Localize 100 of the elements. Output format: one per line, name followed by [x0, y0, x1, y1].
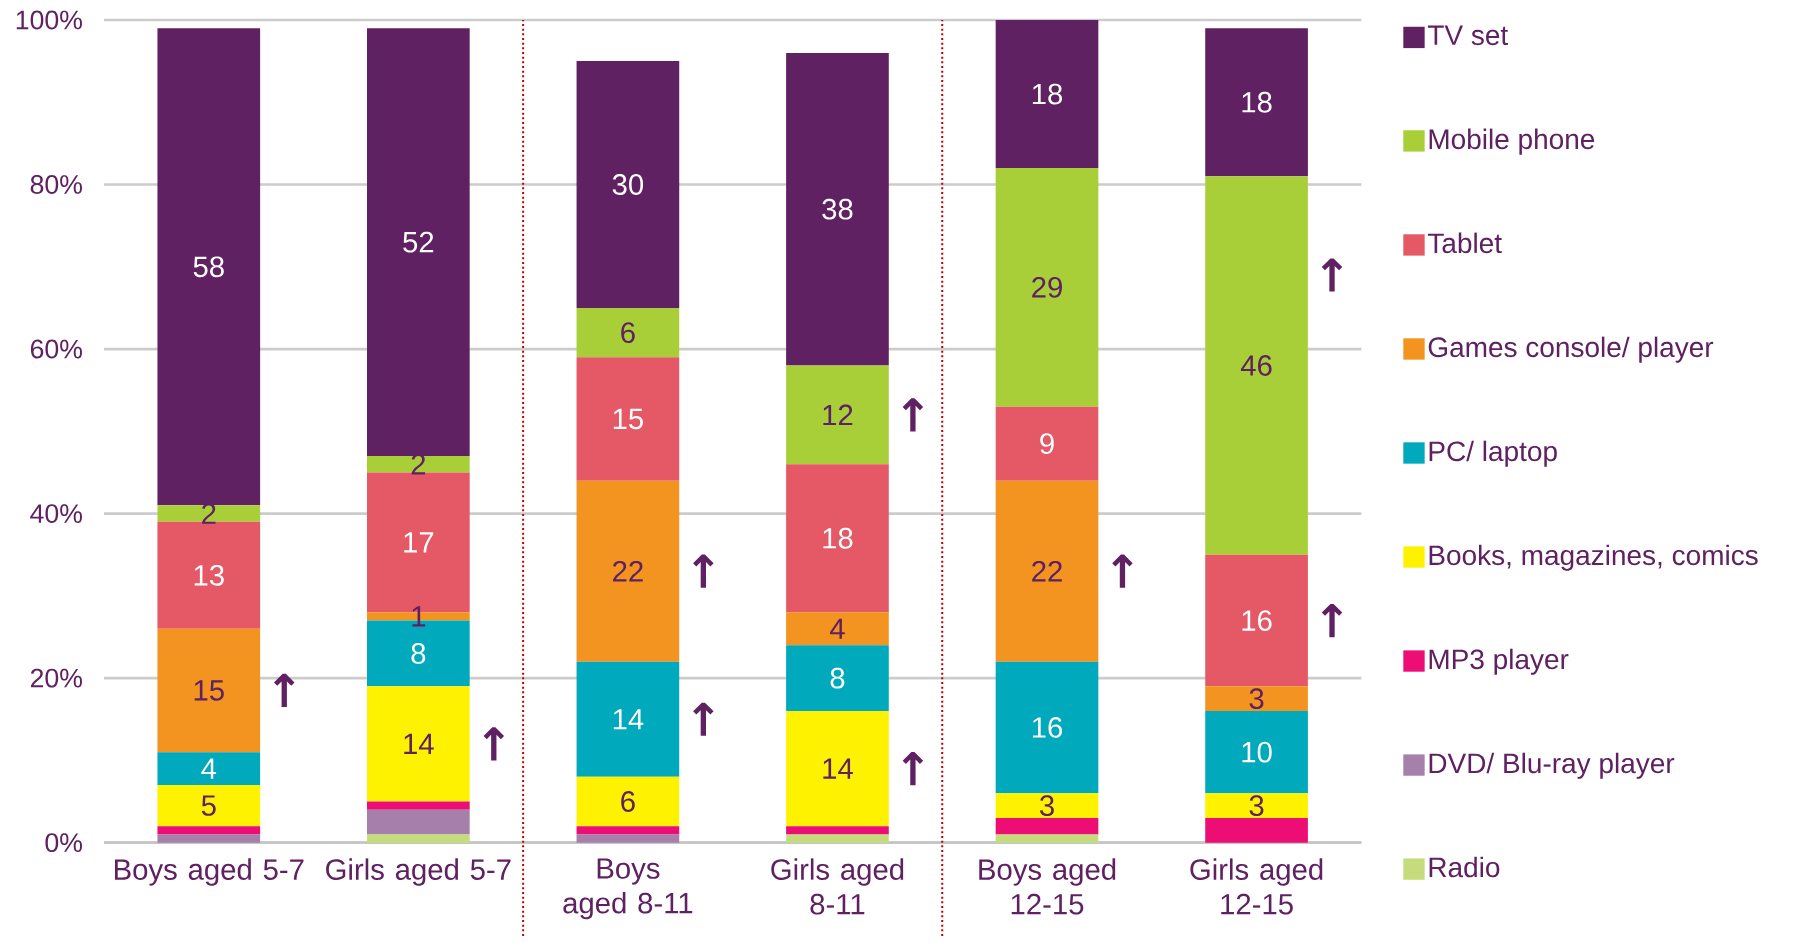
x-tick-label: Boys aged 12-15	[979, 858, 1116, 915]
data-label: 6	[621, 791, 635, 812]
bar	[786, 834, 889, 843]
annotation: ↑	[274, 673, 295, 708]
bar	[367, 801, 470, 810]
legend-label: Games console/ player	[1428, 336, 1714, 363]
data-label: 3	[1039, 795, 1054, 817]
data-label: 58	[193, 256, 224, 278]
data-label: 3	[1249, 795, 1264, 817]
data-label: 13	[194, 564, 224, 586]
bar	[367, 809, 470, 835]
data-label: 15	[194, 680, 224, 701]
bar	[367, 686, 470, 802]
data-label: 10	[1242, 741, 1272, 763]
annotation: ↑	[902, 752, 924, 786]
y-tick-label: 100%	[16, 10, 82, 30]
y-tick-label: 80%	[30, 175, 82, 194]
annotation: ↑	[902, 398, 924, 432]
x-tick-label: Girls aged 12-15	[1190, 858, 1323, 915]
bar	[786, 365, 889, 465]
annotation: ↑	[693, 554, 714, 588]
bar	[1205, 554, 1308, 687]
bar	[786, 645, 889, 712]
bar	[367, 834, 470, 843]
bar	[995, 834, 1099, 843]
legend-label: Mobile phone	[1429, 128, 1595, 155]
bar	[786, 612, 889, 646]
bar	[995, 19, 1099, 169]
data-label: 15	[613, 408, 643, 430]
bar	[157, 28, 261, 506]
data-label: 30	[612, 174, 644, 195]
legend-label: PC/ laptop	[1429, 440, 1557, 467]
bar	[1205, 793, 1308, 818]
bar	[995, 793, 1099, 818]
bar	[576, 826, 680, 835]
data-label: 38	[822, 198, 853, 220]
data-label: 5	[201, 795, 216, 816]
annotation: ↑	[1321, 603, 1343, 638]
bar	[576, 61, 680, 308]
data-label: 17	[404, 532, 434, 553]
annotation: ↑	[693, 702, 714, 736]
bar	[157, 785, 261, 827]
legend-label: DVD/ Blu-ray player	[1429, 752, 1675, 779]
x-tick-label: Boys aged 8-11	[563, 858, 693, 920]
annotation: ↑	[483, 727, 505, 761]
bar	[995, 817, 1099, 835]
y-tick-label: 0%	[45, 833, 82, 853]
bar	[786, 464, 889, 613]
data-label: 22	[1032, 560, 1062, 582]
bar	[786, 711, 889, 827]
x-tick-label: Girls aged 5-7	[326, 858, 511, 886]
data-label: 4	[829, 618, 845, 639]
bar	[1205, 176, 1308, 555]
bar	[157, 628, 261, 753]
x-tick-label: Boys aged 5-7	[114, 858, 304, 886]
legend-label: Books, magazines, comics	[1429, 544, 1758, 571]
bar	[157, 752, 261, 786]
bar	[157, 826, 261, 835]
bar	[157, 834, 261, 843]
legend-label: TV set	[1427, 25, 1508, 46]
bar	[367, 28, 470, 456]
data-label: 8	[830, 667, 845, 689]
data-label: 14	[613, 709, 644, 730]
data-label: 18	[1032, 83, 1063, 105]
data-label: 14	[404, 733, 434, 755]
bar	[576, 776, 680, 827]
bar	[995, 480, 1099, 662]
annotation: ↑	[1321, 258, 1343, 292]
annotation: ↑	[1112, 554, 1133, 588]
bar	[576, 834, 680, 843]
bar	[995, 406, 1099, 481]
y-tick-label: 40%	[30, 504, 82, 524]
bar	[367, 456, 470, 473]
data-label: 8	[411, 643, 426, 664]
bar	[1205, 711, 1308, 794]
bar	[576, 307, 680, 358]
data-label: 14	[823, 758, 853, 779]
legend-label: MP3 player	[1429, 648, 1569, 675]
bar	[157, 505, 261, 522]
bar	[576, 357, 680, 481]
bar	[995, 168, 1099, 407]
data-label: 3	[1249, 688, 1264, 710]
bar	[576, 661, 680, 777]
y-tick-label: 60%	[30, 339, 82, 359]
data-label: 46	[1240, 355, 1272, 376]
bar	[995, 661, 1099, 794]
bar	[786, 52, 889, 366]
data-label: 16	[1032, 717, 1063, 738]
data-label: 6	[621, 322, 635, 343]
data-label: 9	[1040, 433, 1054, 455]
bar	[1205, 817, 1308, 843]
bar	[1205, 686, 1308, 712]
legend-label: Radio	[1429, 856, 1500, 878]
y-tick-label: 20%	[30, 668, 82, 688]
bar	[1205, 28, 1308, 177]
bar	[786, 826, 889, 835]
data-label: 29	[1032, 276, 1062, 298]
data-label: 4	[201, 758, 217, 779]
data-label: 22	[613, 560, 643, 582]
data-label: 18	[1242, 91, 1272, 113]
